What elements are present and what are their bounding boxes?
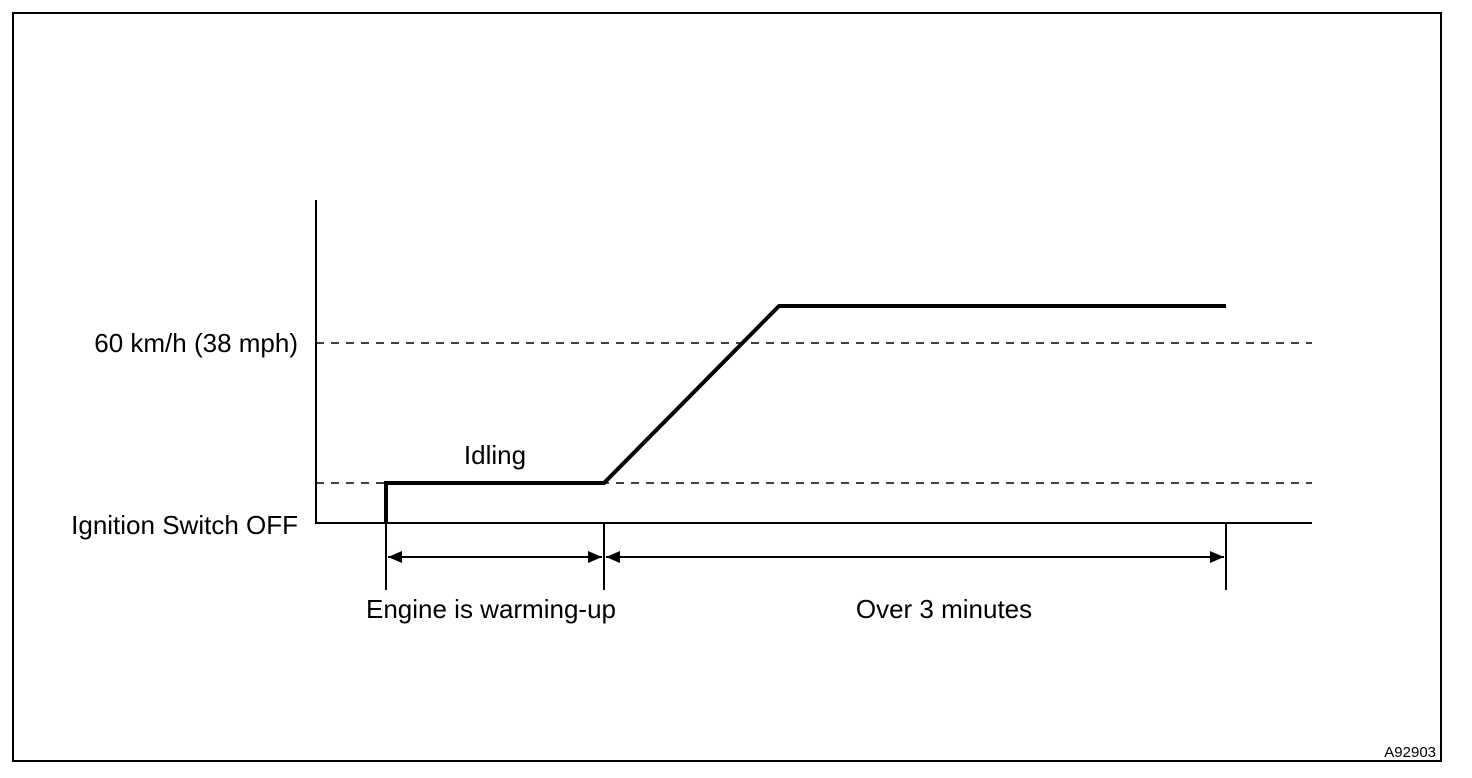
- figure-code: A92903: [1384, 744, 1436, 761]
- idling-label: Idling: [464, 440, 526, 470]
- warming-up-label: Engine is warming-up: [366, 594, 616, 624]
- speed-threshold-label: 60 km/h (38 mph): [94, 328, 298, 358]
- speed-profile-line: [384, 304, 1226, 522]
- drive-duration-dimension-arrow: [606, 551, 1224, 563]
- over-3-minutes-label: Over 3 minutes: [856, 594, 1032, 624]
- warming-up-dimension-arrow: [388, 551, 602, 563]
- ignition-off-label: Ignition Switch OFF: [71, 510, 298, 540]
- diagram-frame: [12, 12, 1442, 762]
